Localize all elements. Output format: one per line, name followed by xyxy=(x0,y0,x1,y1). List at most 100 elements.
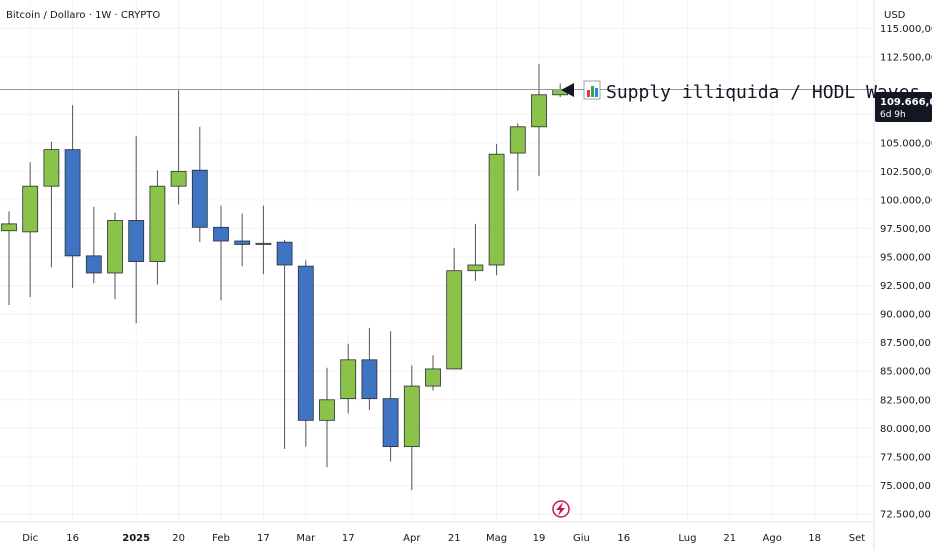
symbol-title: Bitcoin / Dollaro · 1W · CRYPTO xyxy=(6,10,160,21)
candle[interactable] xyxy=(255,205,272,275)
candle-body xyxy=(446,270,463,370)
price-axis[interactable]: 115.000,00112.500,00107.500,00105.000,00… xyxy=(880,24,932,520)
candle[interactable] xyxy=(297,260,314,447)
candle[interactable] xyxy=(234,213,251,267)
candle[interactable] xyxy=(149,170,166,285)
price-tick-label: 95.000,00 xyxy=(880,253,931,264)
time-tick-label: 21 xyxy=(448,533,461,544)
price-tick-label: 82.500,00 xyxy=(880,395,931,406)
candle[interactable] xyxy=(509,123,526,191)
price-tick-label: 77.500,00 xyxy=(880,452,931,463)
price-tick-label: 100.000,00 xyxy=(880,195,932,206)
lightning-icon[interactable] xyxy=(552,500,570,518)
price-tick-label: 97.500,00 xyxy=(880,224,931,235)
time-axis[interactable]: Dic 16 2025 20 Feb 17 Mar 17 Apr 21 Mag 19 Giu 16 Lug 2… xyxy=(22,533,865,544)
candle[interactable] xyxy=(403,365,420,491)
candle-body xyxy=(276,241,293,266)
annotation[interactable]: Supply illiquida / HODL Waves xyxy=(561,80,920,103)
candle[interactable] xyxy=(213,205,229,301)
candle[interactable] xyxy=(531,63,547,176)
price-tick-label: 112.500,00 xyxy=(880,53,932,64)
time-tick-label: 17 xyxy=(257,533,270,544)
price-tick-label: 87.500,00 xyxy=(880,338,931,349)
annotation-arrow-icon xyxy=(561,83,574,97)
candle[interactable] xyxy=(276,239,293,449)
candles xyxy=(1,63,569,491)
candle-body xyxy=(213,226,229,242)
time-tick-label: Mar xyxy=(296,533,316,544)
candle-body xyxy=(85,255,102,274)
price-tick-label: 90.000,00 xyxy=(880,310,931,321)
price-tick-label: 115.000,00 xyxy=(880,24,932,35)
candle[interactable] xyxy=(488,143,505,276)
candle-body xyxy=(22,185,39,233)
candle-body xyxy=(64,149,81,257)
candle-body xyxy=(340,359,357,400)
candle-body xyxy=(361,359,378,400)
time-tick-label: 16 xyxy=(66,533,79,544)
candle-body xyxy=(488,153,505,266)
candle-body xyxy=(467,264,484,272)
candle[interactable] xyxy=(64,105,81,288)
candle[interactable] xyxy=(467,223,484,281)
bar-chart-emoji-icon xyxy=(583,80,601,100)
candle-body xyxy=(509,126,526,154)
candle[interactable] xyxy=(425,355,441,391)
time-tick-label: 18 xyxy=(808,533,821,544)
candle-body xyxy=(382,398,399,448)
time-tick-label: 21 xyxy=(723,533,736,544)
price-tick-label: 92.500,00 xyxy=(880,281,931,292)
candle-body xyxy=(1,223,17,232)
time-tick-label: Feb xyxy=(212,533,230,544)
candle-body xyxy=(43,149,60,187)
price-tick-label: 105.000,00 xyxy=(880,138,932,149)
candle[interactable] xyxy=(170,90,187,205)
time-tick-label: Apr xyxy=(403,533,421,544)
price-tag-value: 109.666,00 xyxy=(880,97,932,108)
candle-body xyxy=(107,220,123,274)
candle-body xyxy=(425,368,441,387)
candle[interactable] xyxy=(1,211,17,305)
candle[interactable] xyxy=(191,126,208,243)
time-tick-label: 19 xyxy=(533,533,546,544)
candle-body xyxy=(191,169,208,228)
candle[interactable] xyxy=(43,141,60,268)
candle-body xyxy=(319,399,335,421)
time-tick-label: Mag xyxy=(486,533,507,544)
time-tick-label: Set xyxy=(849,533,866,544)
time-tick-label: Ago xyxy=(763,533,782,544)
candle[interactable] xyxy=(319,367,335,468)
candle[interactable] xyxy=(340,343,357,414)
candle-body xyxy=(128,220,145,262)
price-tick-label: 75.000,00 xyxy=(880,481,931,492)
time-tick-label: 16 xyxy=(617,533,630,544)
candle-body xyxy=(403,385,420,448)
candle[interactable] xyxy=(107,212,123,300)
candle-body xyxy=(297,265,314,421)
candle[interactable] xyxy=(361,327,378,411)
price-tick-label: 72.500,00 xyxy=(880,510,931,521)
time-tick-label: Giu xyxy=(573,533,590,544)
candle[interactable] xyxy=(382,331,399,462)
time-tick-label: 20 xyxy=(172,533,185,544)
time-tick-label: Dic xyxy=(22,533,38,544)
candle-body xyxy=(170,170,187,187)
currency-label[interactable]: USD xyxy=(884,10,906,21)
candle[interactable] xyxy=(85,206,102,284)
time-tick-label: 17 xyxy=(342,533,355,544)
annotation-text: Supply illiquida / HODL Waves xyxy=(606,82,920,103)
price-tick-label: 80.000,00 xyxy=(880,424,931,435)
time-tick-label: Lug xyxy=(678,533,696,544)
candle-body xyxy=(149,185,166,262)
price-tick-label: 102.500,00 xyxy=(880,167,932,178)
price-tick-label: 85.000,00 xyxy=(880,367,931,378)
candle-body xyxy=(531,94,547,128)
candle-body xyxy=(255,242,272,245)
candle[interactable] xyxy=(128,135,145,324)
candle[interactable] xyxy=(22,162,39,297)
candle-body xyxy=(234,240,251,245)
candle[interactable] xyxy=(446,247,463,370)
price-tag: 109.666,00 6d 9h xyxy=(875,92,932,122)
